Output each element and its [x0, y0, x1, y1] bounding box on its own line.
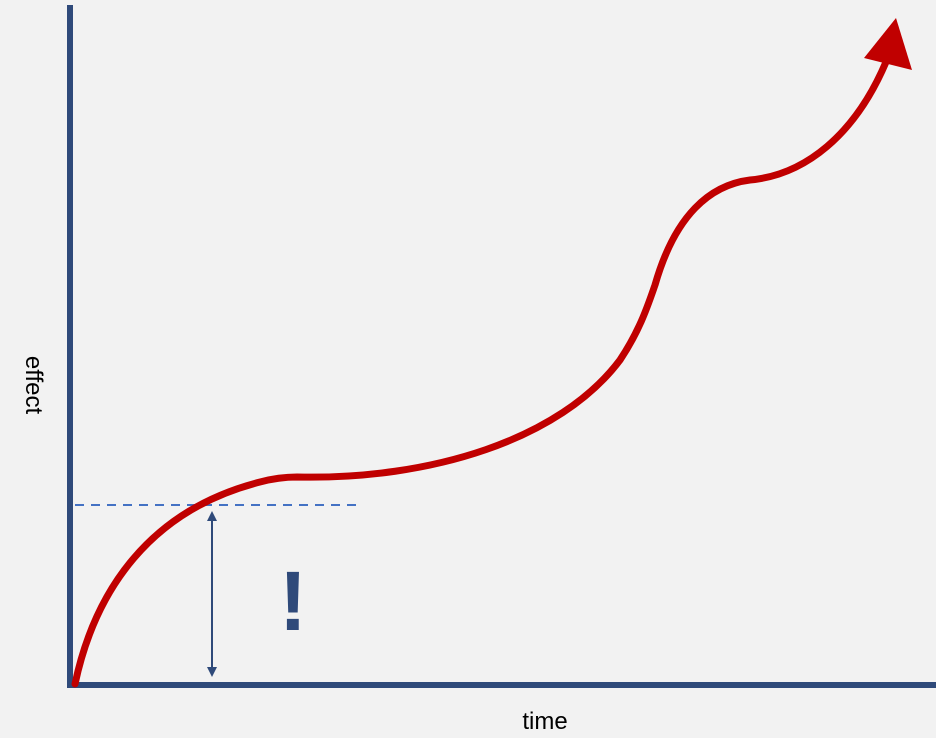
y-axis-label: effect	[20, 356, 47, 415]
effect-curve	[71, 58, 890, 688]
effect-curve-arrowhead	[864, 18, 912, 70]
exclamation-mark: !	[279, 554, 307, 648]
x-axis-label: time	[522, 708, 567, 735]
